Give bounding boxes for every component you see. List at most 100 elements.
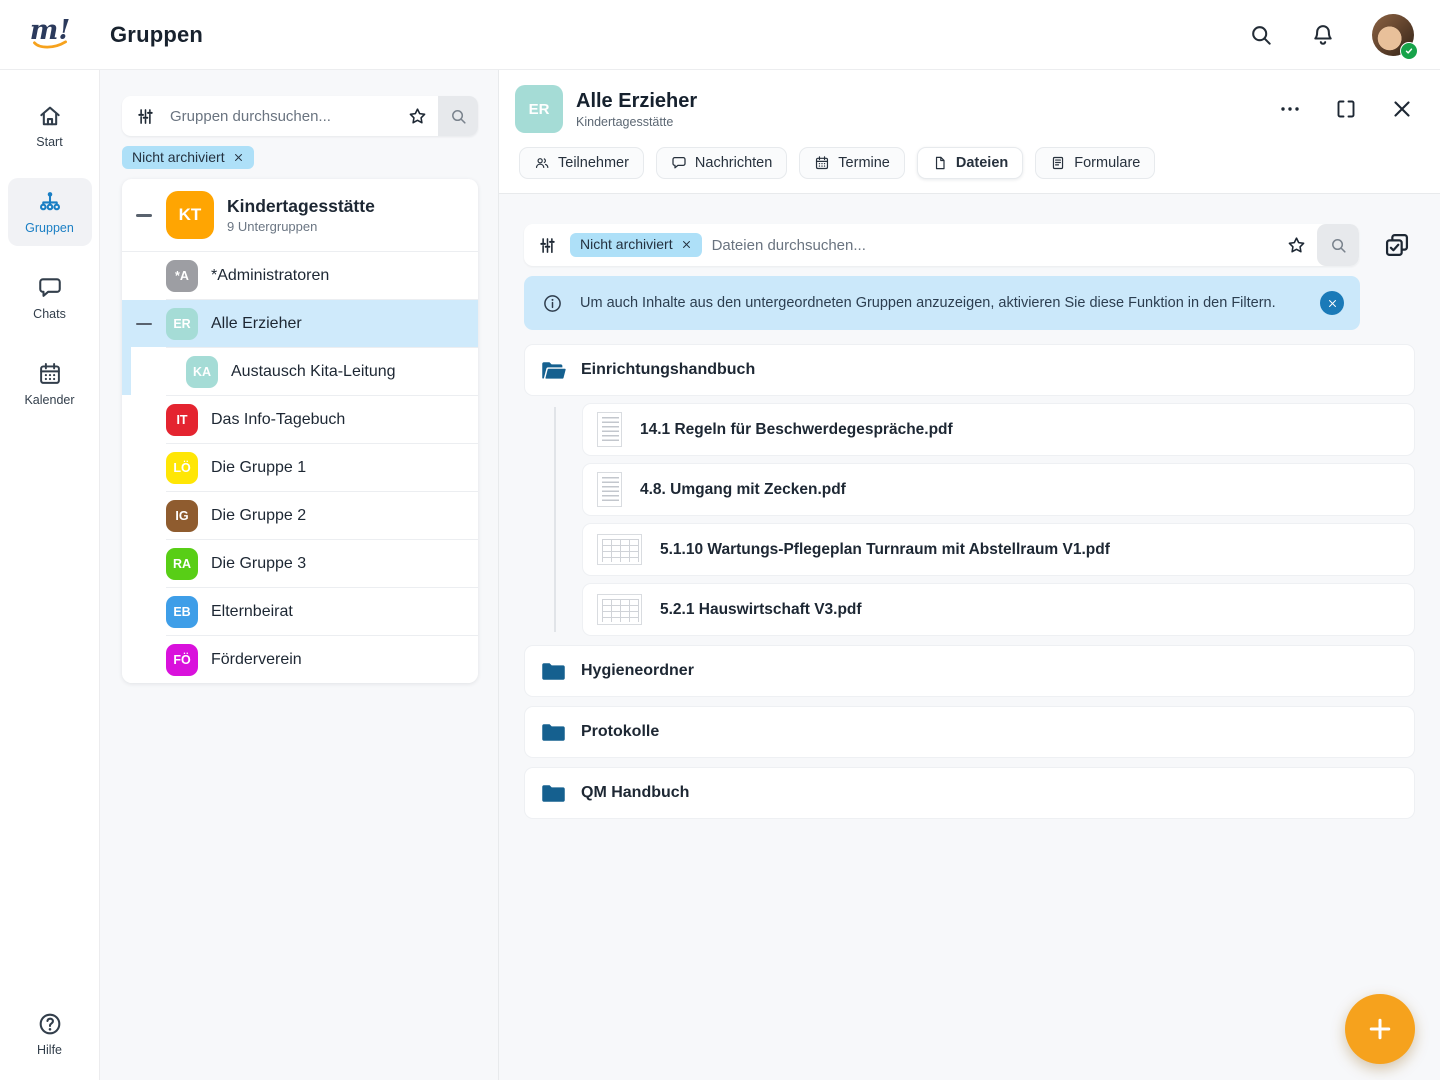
group-favorites-button[interactable] [396, 106, 438, 127]
add-button[interactable] [1345, 994, 1415, 1064]
file-thumbnail [597, 412, 622, 447]
group-row-name: Förderverein [211, 650, 302, 668]
org-icon [37, 189, 63, 215]
chip-label: Nicht archiviert [580, 236, 673, 253]
file-search-submit-button[interactable] [1317, 224, 1359, 266]
group-row[interactable]: IG Die Gruppe 2 [122, 492, 478, 540]
tab-termine[interactable]: Termine [799, 147, 905, 179]
file-favorites-button[interactable] [1275, 235, 1317, 256]
file-row[interactable]: 4.8. Umgang mit Zecken.pdf [582, 463, 1415, 516]
file-filter-chip-nicht-archiviert[interactable]: Nicht archiviert [570, 233, 702, 257]
group-subtitle: Kindertagesstätte [576, 114, 674, 129]
close-icon [1390, 97, 1414, 121]
file-search-input[interactable] [703, 235, 1275, 255]
group-row[interactable]: *A *Administratoren [122, 252, 478, 300]
chip-remove-icon[interactable] [681, 239, 692, 250]
fullscreen-icon [1334, 97, 1358, 121]
group-row-avatar: ER [166, 307, 198, 340]
folder-name: Einrichtungshandbuch [581, 361, 756, 378]
sidebar-item-label: Chats [33, 307, 66, 321]
group-row[interactable]: IT Das Info-Tagebuch [122, 396, 478, 444]
tab-label: Dateien [955, 155, 1009, 171]
page-title: Gruppen [110, 21, 204, 47]
banner-close-button[interactable] [1320, 291, 1344, 315]
nav-items: Start Gruppen Chats Kalender [7, 92, 92, 436]
group-row[interactable]: KA Austausch Kita-Leitung [122, 347, 478, 396]
sidebar-item-hilfe[interactable]: Hilfe [8, 1000, 92, 1068]
group-search-input[interactable] [168, 106, 396, 126]
group-row-subtitle: 9 Untergruppen [227, 219, 318, 235]
file-search-row: Nicht archiviert [524, 224, 1415, 266]
group-row-selected[interactable]: ER Alle Erzieher [122, 300, 478, 348]
group-tree: KT Kindertagesstätte 9 Untergruppen *A *A… [122, 179, 478, 684]
sidebar-item-label: Hilfe [36, 1043, 62, 1057]
group-row-name: Kindertagesstätte [227, 196, 375, 217]
group-detail-panel: ER Alle Erzieher Kindertagesstätte Teiln… [498, 70, 1440, 1080]
file-name: 5.2.1 Hauswirtschaft V3.pdf [660, 600, 862, 618]
notifications-button[interactable] [1310, 22, 1336, 48]
group-row-avatar: FÖ [166, 643, 198, 676]
nav-rail: Start Gruppen Chats Kalender Hilfe [0, 70, 100, 1080]
tab-nachrichten[interactable]: Nachrichten [655, 147, 788, 179]
sidebar-item-kalender[interactable]: Kalender [8, 350, 92, 418]
group-row-name: Alle Erzieher [211, 314, 302, 332]
group-row[interactable]: RA Die Gruppe 3 [122, 540, 478, 588]
sidebar-item-chats[interactable]: Chats [8, 264, 92, 332]
online-status-badge [1400, 41, 1418, 60]
app-logo[interactable]: m! [0, 17, 100, 52]
fullscreen-button[interactable] [1334, 97, 1358, 121]
tree-separator [166, 635, 478, 637]
user-avatar[interactable] [1372, 13, 1418, 60]
detail-body: Nicht archiviert Um auch Inhalte aus den… [499, 194, 1440, 1080]
tab-formulare[interactable]: Formulare [1035, 147, 1156, 179]
more-icon [1278, 97, 1302, 121]
collapse-toggle-icon[interactable] [136, 214, 152, 217]
tab-dateien[interactable]: Dateien [916, 147, 1024, 179]
folder-row-open[interactable]: Einrichtungshandbuch [524, 344, 1415, 396]
multi-select-icon [1383, 231, 1411, 259]
tree-separator [166, 491, 478, 493]
group-row[interactable]: FÖ Förderverein [122, 636, 478, 684]
folder-row[interactable]: Hygieneordner [524, 645, 1415, 697]
tab-teilnehmer[interactable]: Teilnehmer [519, 147, 644, 179]
filter-chip-nicht-archiviert[interactable]: Nicht archiviert [122, 146, 254, 170]
file-icon [932, 155, 948, 171]
sidebar-item-label: Kalender [24, 393, 75, 407]
file-row[interactable]: 14.1 Regeln für Beschwerdegespräche.pdf [582, 403, 1415, 456]
more-options-button[interactable] [1278, 97, 1302, 121]
group-row-name: Die Gruppe 3 [211, 554, 307, 572]
group-row[interactable]: LÖ Die Gruppe 1 [122, 444, 478, 492]
group-row-name: Das Info-Tagebuch [211, 410, 346, 428]
group-row[interactable]: KT Kindertagesstätte 9 Untergruppen [122, 179, 478, 252]
folder-name: QM Handbuch [581, 784, 690, 801]
group-search-submit-button[interactable] [438, 96, 478, 136]
sidebar-item-gruppen[interactable]: Gruppen [7, 178, 92, 246]
chat-icon [671, 155, 687, 171]
tree-separator [166, 443, 478, 445]
home-icon [37, 103, 63, 129]
group-row-avatar: LÖ [166, 451, 198, 484]
close-panel-button[interactable] [1390, 97, 1414, 121]
group-filter-button[interactable] [122, 106, 168, 127]
file-search-bar: Nicht archiviert [524, 224, 1359, 266]
file-filter-button[interactable] [524, 235, 570, 256]
search-icon [1329, 236, 1348, 255]
file-list: Einrichtungshandbuch 14.1 Regeln für Bes… [524, 344, 1415, 819]
group-row-name: Elternbeirat [211, 602, 293, 620]
help-icon [37, 1011, 63, 1037]
file-row[interactable]: 5.2.1 Hauswirtschaft V3.pdf [582, 583, 1415, 636]
global-search-button[interactable] [1248, 22, 1274, 48]
group-row-avatar: KA [186, 355, 218, 388]
group-row[interactable]: EB Elternbeirat [122, 588, 478, 636]
file-row[interactable]: 5.1.10 Wartungs-Pflegeplan Turnraum mit … [582, 523, 1415, 576]
toggle-zone [122, 214, 166, 217]
folder-row[interactable]: Protokolle [524, 706, 1415, 758]
collapse-toggle-icon[interactable] [136, 322, 152, 326]
app-shell: Start Gruppen Chats Kalender Hilfe Nicht… [0, 70, 1440, 1080]
folder-row[interactable]: QM Handbuch [524, 767, 1415, 819]
tree-separator [166, 587, 478, 589]
sidebar-item-start[interactable]: Start [8, 92, 92, 160]
multi-select-button[interactable] [1383, 231, 1411, 259]
detail-actions [1278, 97, 1414, 121]
chip-remove-icon[interactable] [233, 152, 244, 163]
